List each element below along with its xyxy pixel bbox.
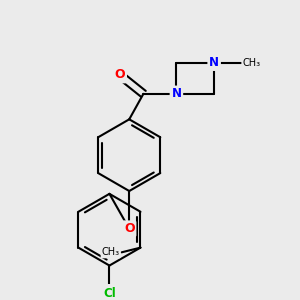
Text: O: O xyxy=(115,68,125,82)
Text: N: N xyxy=(171,87,182,100)
Text: CH₃: CH₃ xyxy=(102,247,120,257)
Text: Cl: Cl xyxy=(103,287,116,300)
Text: O: O xyxy=(124,222,135,235)
Text: N: N xyxy=(209,56,219,69)
Text: CH₃: CH₃ xyxy=(242,58,261,68)
